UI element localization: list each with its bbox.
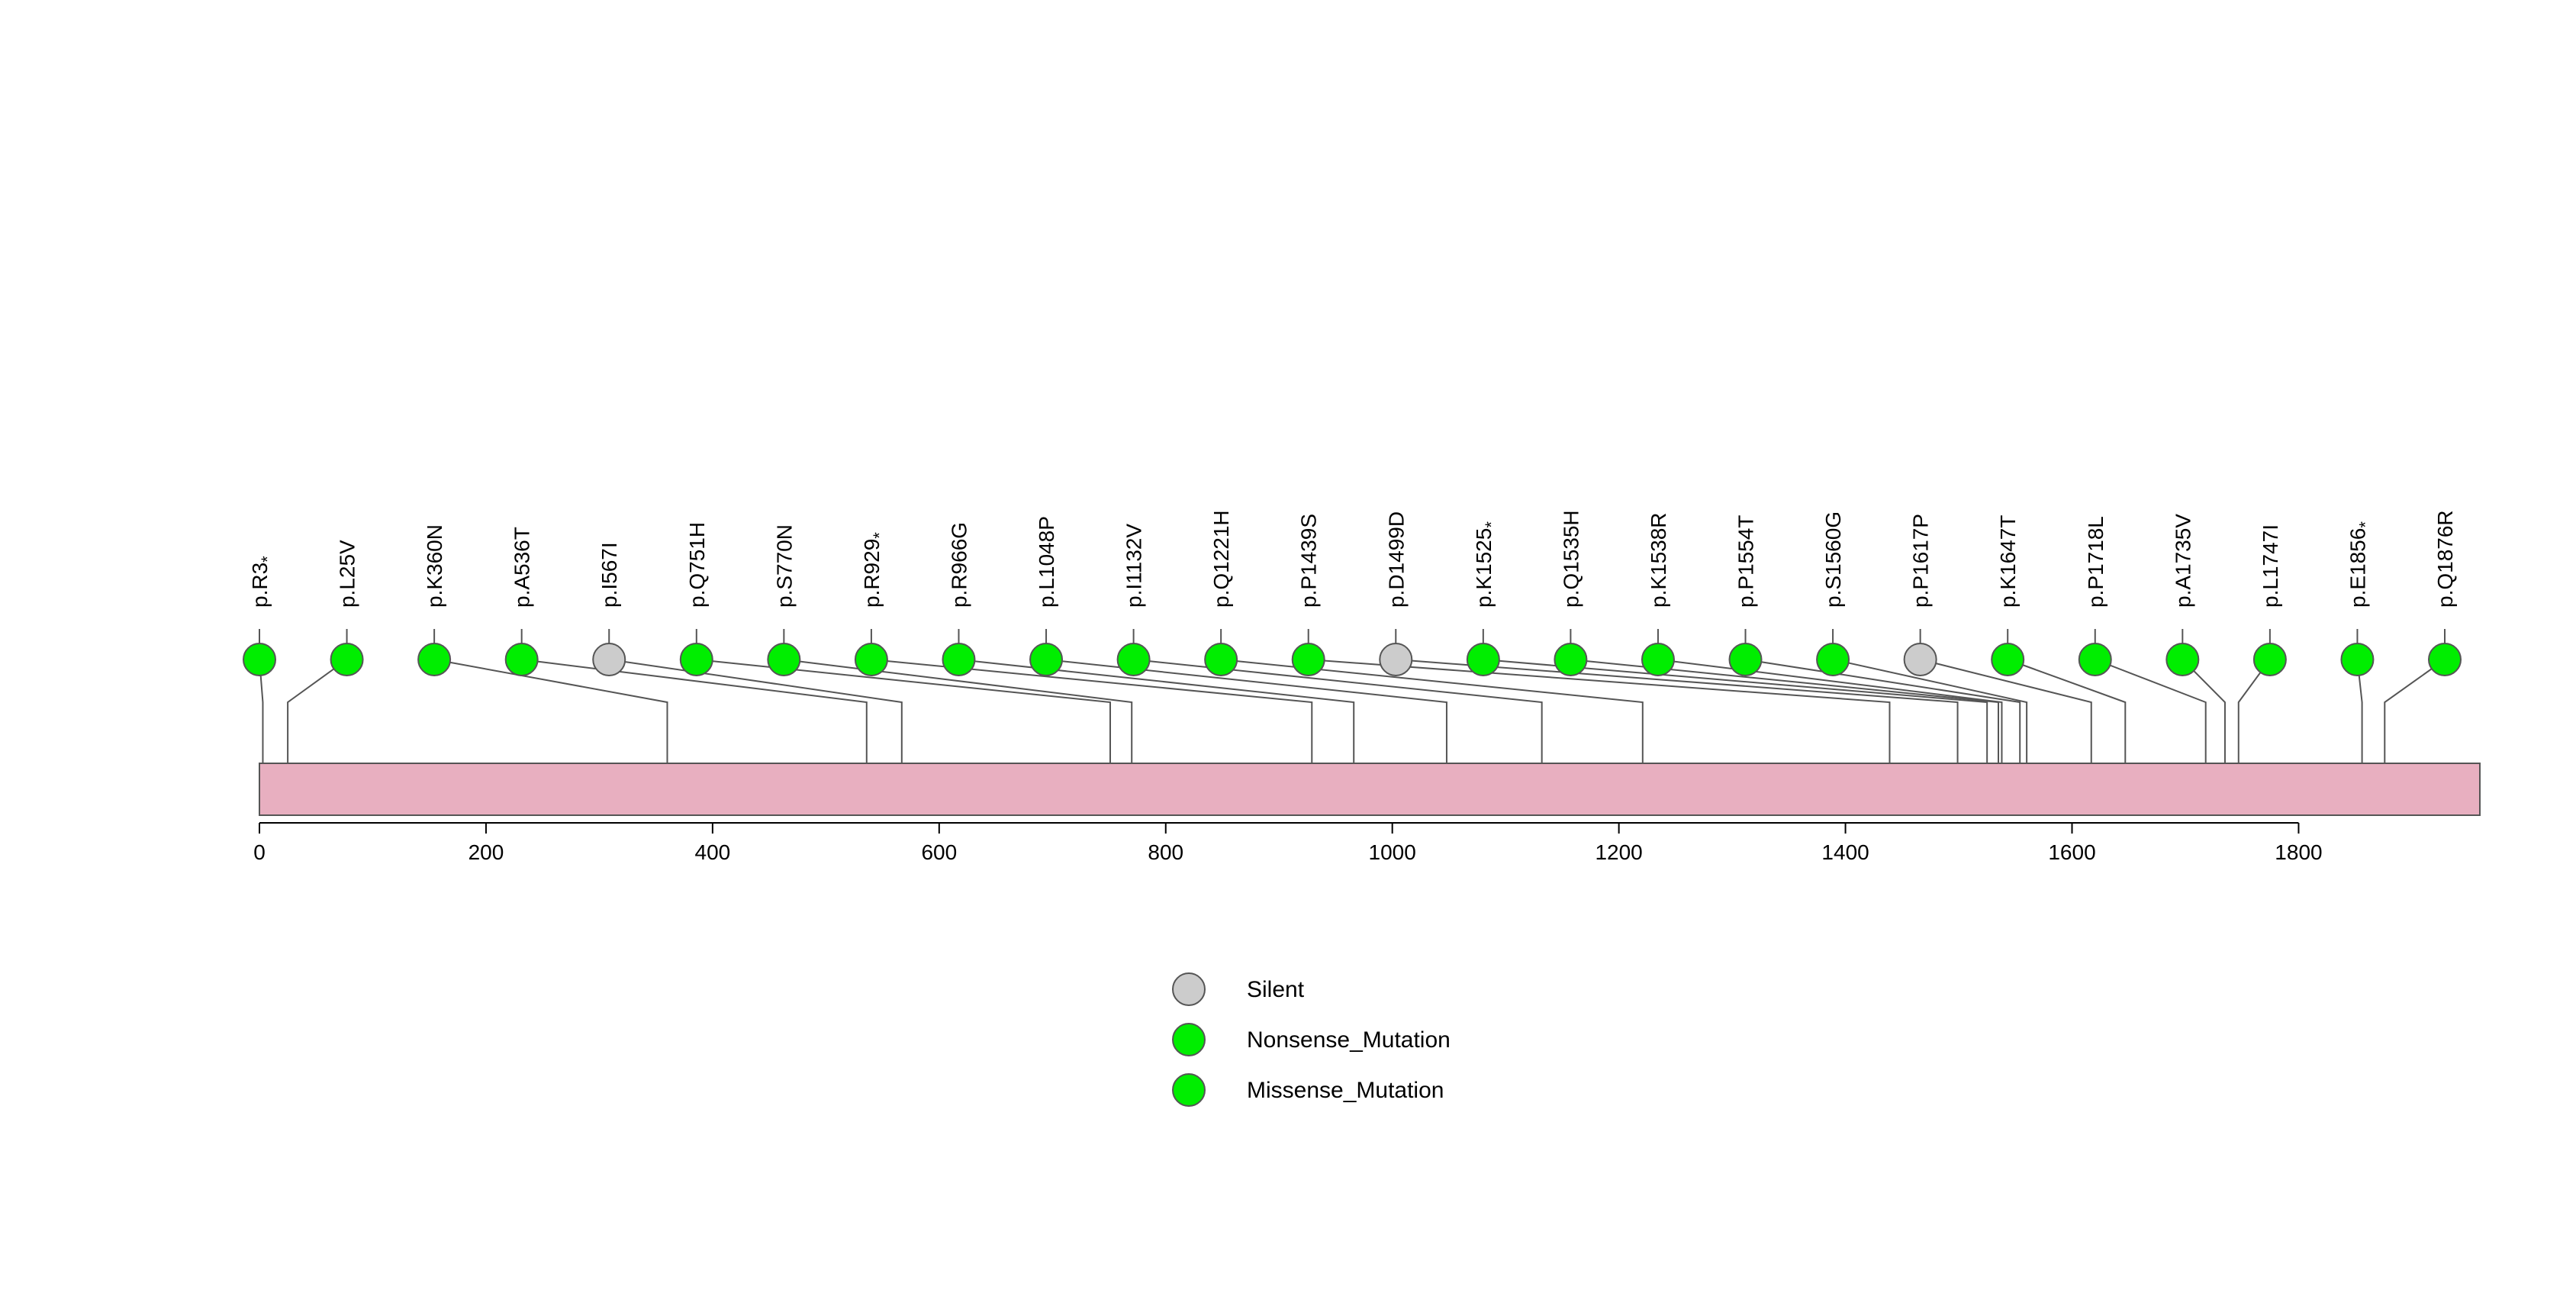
mutation-head xyxy=(2165,643,2200,676)
x-tick-label: 1600 xyxy=(2048,840,2095,864)
legend-swatch xyxy=(1172,1023,1206,1056)
mutation-head xyxy=(504,643,539,676)
mutation-head xyxy=(1029,643,1064,676)
mutation-label: p.S1560G xyxy=(1821,511,1845,608)
mutation-head xyxy=(2252,643,2287,676)
mutation-head xyxy=(1641,643,1675,676)
mutation-head xyxy=(1204,643,1238,676)
x-tick-label: 1400 xyxy=(1821,840,1869,864)
mutation-label: p.Q1221H xyxy=(1209,510,1233,608)
mutation-label: p.L1048P xyxy=(1035,516,1058,608)
mutation-label: p.L1747I xyxy=(2259,524,2282,608)
x-tick-label: 400 xyxy=(695,840,731,864)
mutation-head xyxy=(942,643,976,676)
mutation-label: p.R929* xyxy=(860,532,889,608)
legend-label: Nonsense_Mutation xyxy=(1247,1027,1451,1053)
mutation-label: p.P1554T xyxy=(1734,515,1758,608)
mutation-label: p.S770N xyxy=(772,524,796,608)
mutation-label: p.Q1876R xyxy=(2433,510,2457,608)
mutation-head xyxy=(2078,643,2112,676)
x-tick-label: 1000 xyxy=(1369,840,1416,864)
x-tick-label: 800 xyxy=(1148,840,1183,864)
mutation-head xyxy=(2340,643,2375,676)
x-tick-label: 1200 xyxy=(1595,840,1642,864)
legend: Silent Nonsense_Mutation Missense_Mutation xyxy=(1172,972,1451,1107)
mutation-head xyxy=(1903,643,1937,676)
mutation-head xyxy=(1728,643,1763,676)
mutation-label: p.K360N xyxy=(423,524,446,608)
mutation-label: p.K1647T xyxy=(1996,515,2020,608)
mutation-label: p.I567I xyxy=(597,542,621,608)
mutation-head xyxy=(1379,643,1413,676)
mutation-label: p.I1132V xyxy=(1122,524,1146,608)
legend-swatch xyxy=(1172,972,1206,1006)
mutation-labels: p.R3* p.L25V p.K360N p.A536T p.I567I p.Q751H p… xyxy=(248,510,2457,608)
mutation-label: p.R966G xyxy=(947,522,971,608)
mutation-head xyxy=(1116,643,1151,676)
mutation-label: p.L25V xyxy=(336,540,359,608)
x-tick-label: 600 xyxy=(921,840,957,864)
mutation-head xyxy=(854,643,888,676)
mutation-label: p.Q751H xyxy=(685,522,709,608)
mutation-label: p.K1538R xyxy=(1647,512,1670,608)
mutation-label: p.Q1535H xyxy=(1559,510,1583,608)
mutation-head xyxy=(592,643,626,676)
mutation-head xyxy=(2428,643,2462,676)
mutation-head xyxy=(1291,643,1325,676)
legend-swatch xyxy=(1172,1073,1206,1107)
x-tick-label: 0 xyxy=(253,840,266,864)
x-tick-label: 1800 xyxy=(2275,840,2322,864)
mutation-label: p.P1718L xyxy=(2084,516,2107,608)
mutation-heads xyxy=(243,643,2462,676)
mutation-head xyxy=(679,643,713,676)
mutation-label: p.A536T xyxy=(510,527,534,608)
mutation-label: p.P1439S xyxy=(1297,514,1321,608)
legend-label: Missense_Mutation xyxy=(1247,1078,1444,1103)
x-axis: 0 200 400 600 800 1000 1200 1400 1600 1800 xyxy=(253,822,2323,864)
mutation-label: p.K1525* xyxy=(1472,521,1501,608)
legend-label: Silent xyxy=(1247,977,1305,1002)
x-tick-label: 200 xyxy=(469,840,504,864)
mutation-label: p.A1735V xyxy=(2171,514,2194,608)
mutation-label: p.P1617P xyxy=(1909,514,1933,608)
mutation-head xyxy=(417,643,452,676)
mutation-head xyxy=(1554,643,1588,676)
mutation-label: p.R3* xyxy=(248,556,277,608)
mutation-head xyxy=(1816,643,1850,676)
mutation-head xyxy=(1991,643,2025,676)
mutation-label: p.D1499D xyxy=(1384,511,1408,608)
mutation-head xyxy=(330,643,364,676)
mutation-head xyxy=(1466,643,1500,676)
mutation-head xyxy=(243,643,276,676)
protein-domain-bar xyxy=(259,763,2481,816)
mutation-head xyxy=(767,643,801,676)
mutation-label: p.E1856* xyxy=(2346,521,2375,608)
